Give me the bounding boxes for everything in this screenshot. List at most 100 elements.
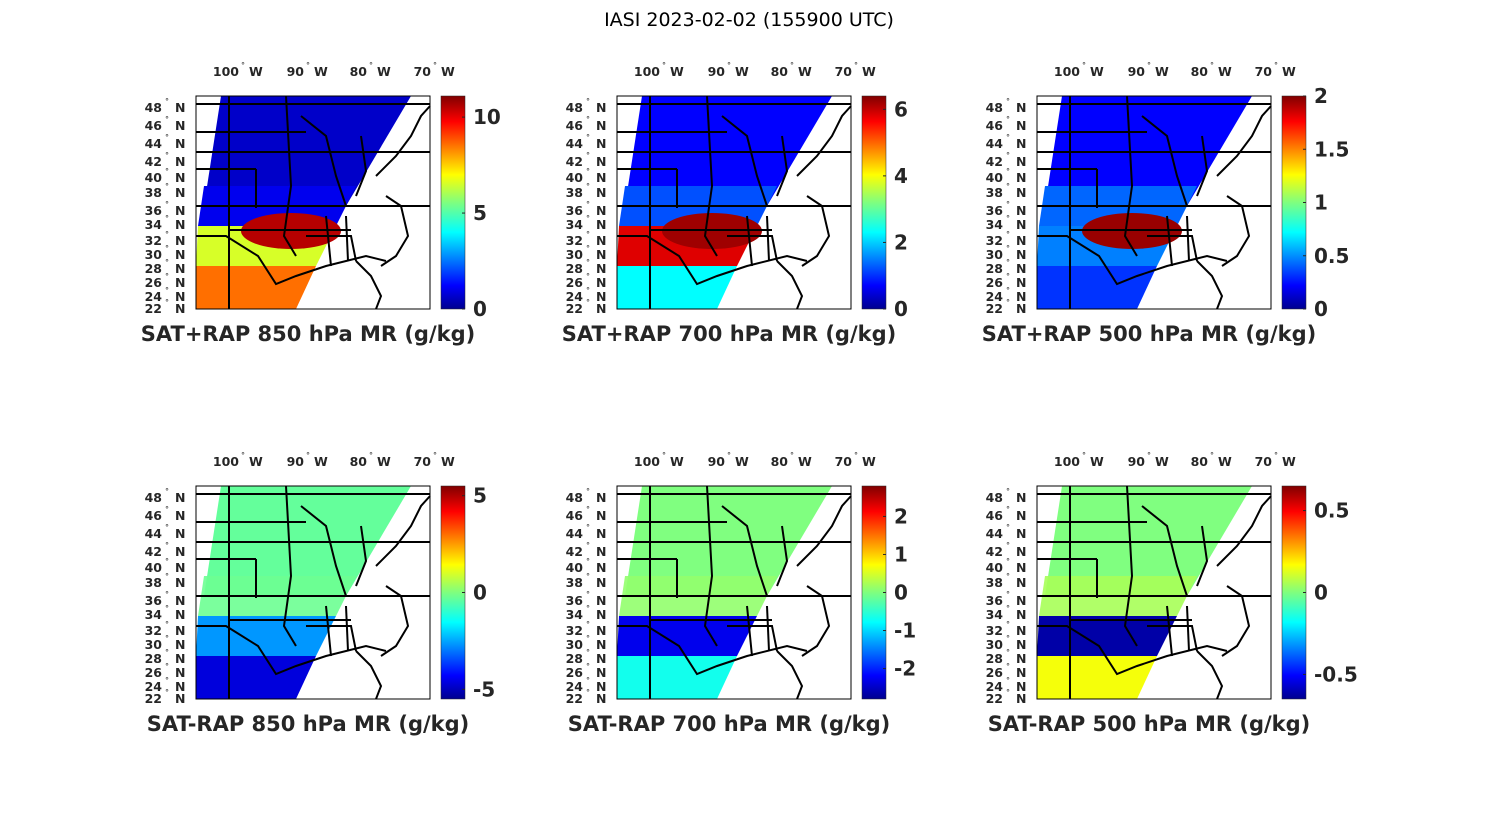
lat-tick-label: 44: [986, 526, 1004, 541]
lon-tick-label: 70: [835, 454, 853, 469]
state-border: [617, 625, 808, 676]
degree-symbol: °: [662, 61, 666, 70]
degree-symbol: °: [1006, 272, 1010, 281]
degree-symbol: °: [1006, 244, 1010, 253]
lat-hemisphere: N: [596, 118, 606, 133]
degree-symbol: °: [1006, 167, 1010, 176]
degree-symbol: °: [586, 230, 590, 239]
lon-tick-label: 100: [634, 454, 660, 469]
lat-tick-label: 24: [566, 679, 584, 694]
degree-symbol: °: [586, 523, 590, 532]
swath-gulf: [1037, 266, 1157, 309]
state-border: [196, 235, 387, 286]
state-border: [1123, 485, 1138, 647]
lat-hemisphere: N: [1016, 623, 1026, 638]
colorbar: [440, 485, 466, 700]
degree-symbol: °: [165, 676, 169, 685]
colorbar-tick-label: -5: [473, 677, 495, 701]
lat-hemisphere: N: [175, 651, 185, 666]
degree-symbol: °: [1274, 61, 1278, 70]
state-border: [721, 505, 768, 597]
lon-hemisphere: W: [1090, 454, 1104, 469]
degree-symbol: °: [586, 688, 590, 697]
lon-tick-label: 70: [414, 454, 432, 469]
state-border: [746, 215, 753, 267]
degree-symbol: °: [1082, 451, 1086, 460]
lat-hemisphere: N: [596, 508, 606, 523]
lat-tick-label: 28: [986, 651, 1003, 666]
degree-symbol: °: [165, 167, 169, 176]
lat-tick-label: 48: [986, 490, 1003, 505]
lat-tick-label: 32: [566, 623, 583, 638]
map-panel: 48 ° N46 ° N44 ° N42 ° N40 ° N38 ° N36 ° N34 ° N32 ° N30 ° N…: [982, 61, 1350, 346]
lat-hemisphere: N: [596, 607, 606, 622]
colorbar-tick-label: 2: [894, 504, 908, 528]
lat-hemisphere: N: [1016, 526, 1026, 541]
lat-tick-label: 24: [145, 679, 163, 694]
state-borders: [1037, 95, 1272, 310]
lon-tick-label: 80: [1191, 64, 1209, 79]
degree-symbol: °: [165, 620, 169, 629]
degree-symbol: °: [1006, 662, 1010, 671]
state-border: [375, 495, 431, 567]
colorbar-tick-label: 2: [894, 230, 908, 254]
degree-symbol: °: [165, 634, 169, 643]
state-border: [1216, 105, 1272, 177]
lat-hemisphere: N: [1016, 170, 1026, 185]
colorbar: [861, 95, 887, 310]
panel-xlabel: SAT-RAP 850 hPa MR (g/kg): [147, 712, 470, 736]
lat-tick-label: 28: [566, 261, 583, 276]
colorbar-tick-label: 4: [894, 164, 908, 188]
lon-hemisphere: W: [441, 64, 455, 79]
state-border: [380, 585, 410, 657]
lat-hemisphere: N: [596, 665, 606, 680]
lat-hemisphere: N: [1016, 665, 1026, 680]
lat-tick-label: 48: [986, 100, 1003, 115]
panel-xlabel: SAT+RAP 850 hPa MR (g/kg): [141, 322, 475, 346]
state-border: [703, 95, 718, 257]
lat-hemisphere: N: [175, 691, 185, 706]
state-border: [796, 495, 852, 567]
degree-symbol: °: [586, 541, 590, 550]
lat-hemisphere: N: [596, 217, 606, 232]
state-border: [1141, 115, 1188, 207]
lat-tick-label: 42: [566, 544, 583, 559]
degree-symbol: °: [1006, 590, 1010, 599]
degree-symbol: °: [1006, 151, 1010, 160]
lat-hemisphere: N: [175, 607, 185, 622]
map-panel: 48 ° N46 ° N44 ° N42 ° N40 ° N38 ° N36 ° N34 ° N32 ° N30 ° N…: [986, 451, 1358, 736]
lat-tick-label: 38: [986, 185, 1003, 200]
lat-hemisphere: N: [596, 275, 606, 290]
lon-tick-label: 80: [350, 454, 368, 469]
lat-hemisphere: N: [1016, 490, 1026, 505]
state-border: [766, 215, 770, 262]
lat-tick-label: 24: [986, 679, 1004, 694]
lat-tick-label: 28: [986, 261, 1003, 276]
state-border: [766, 605, 770, 652]
degree-symbol: °: [1006, 487, 1010, 496]
lat-tick-label: 30: [566, 247, 584, 262]
lat-hemisphere: N: [1016, 301, 1026, 316]
degree-symbol: °: [165, 97, 169, 106]
lon-hemisphere: W: [1218, 454, 1232, 469]
lat-tick-label: 32: [566, 233, 583, 248]
degree-symbol: °: [586, 258, 590, 267]
state-border: [306, 625, 357, 652]
state-borders: [617, 485, 852, 700]
lon-hemisphere: W: [1090, 64, 1104, 79]
lat-hemisphere: N: [1016, 203, 1026, 218]
state-border: [1147, 625, 1198, 652]
colorbar-tick-label: -2: [894, 657, 916, 681]
state-borders: [1037, 485, 1272, 700]
lat-tick-label: 22: [986, 301, 1003, 316]
colorbar-tick-label: -1: [894, 619, 916, 643]
lat-hemisphere: N: [175, 526, 185, 541]
degree-symbol: °: [165, 230, 169, 239]
degree-symbol: °: [165, 286, 169, 295]
lat-hemisphere: N: [596, 247, 606, 262]
lat-tick-label: 42: [986, 154, 1003, 169]
lat-tick-label: 24: [145, 289, 163, 304]
figure-title: IASI 2023-02-02 (155900 UTC): [604, 9, 894, 31]
lon-hemisphere: W: [377, 454, 391, 469]
lat-hemisphere: N: [175, 261, 185, 276]
